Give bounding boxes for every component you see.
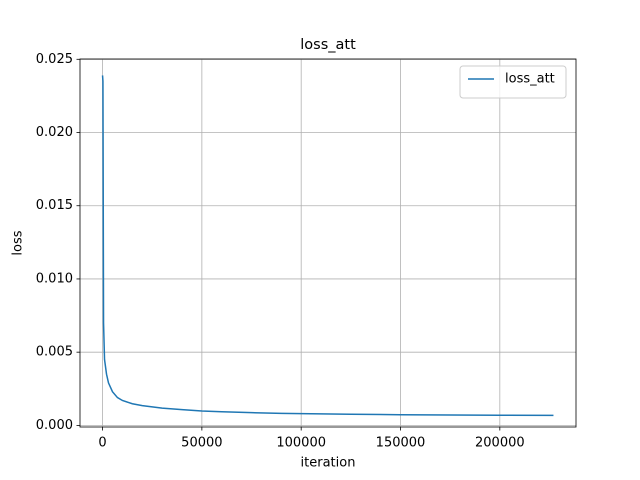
y-tick-label: 0.005 [36, 345, 73, 360]
y-tick-label: 0.015 [36, 198, 73, 213]
x-tick-label: 0 [98, 436, 106, 451]
legend-box [459, 65, 567, 99]
plot [101, 75, 554, 417]
legend-label: loss_att [505, 72, 555, 87]
series-line [101, 75, 554, 417]
legend: loss_att [459, 65, 567, 99]
ticks: 0.000 0.005 0.010 0.015 0.020 0.025 0 50000 1000… [36, 52, 525, 451]
y-tick-label: 0.025 [36, 52, 73, 67]
chart-title: loss_att [300, 37, 356, 53]
axes-frame [79, 58, 577, 428]
y-tick-label: 0.010 [36, 271, 73, 286]
y-tick-label: 0.000 [36, 418, 73, 433]
x-axis-label: iteration [301, 456, 356, 471]
x-tick-label: 100000 [276, 436, 326, 451]
x-tick-label: 200000 [475, 436, 525, 451]
grid [80, 58, 576, 427]
x-tick-label: 50000 [181, 436, 222, 451]
y-tick-label: 0.020 [36, 125, 73, 140]
x-tick-label: 150000 [376, 436, 426, 451]
y-axis-label: loss [11, 230, 26, 255]
